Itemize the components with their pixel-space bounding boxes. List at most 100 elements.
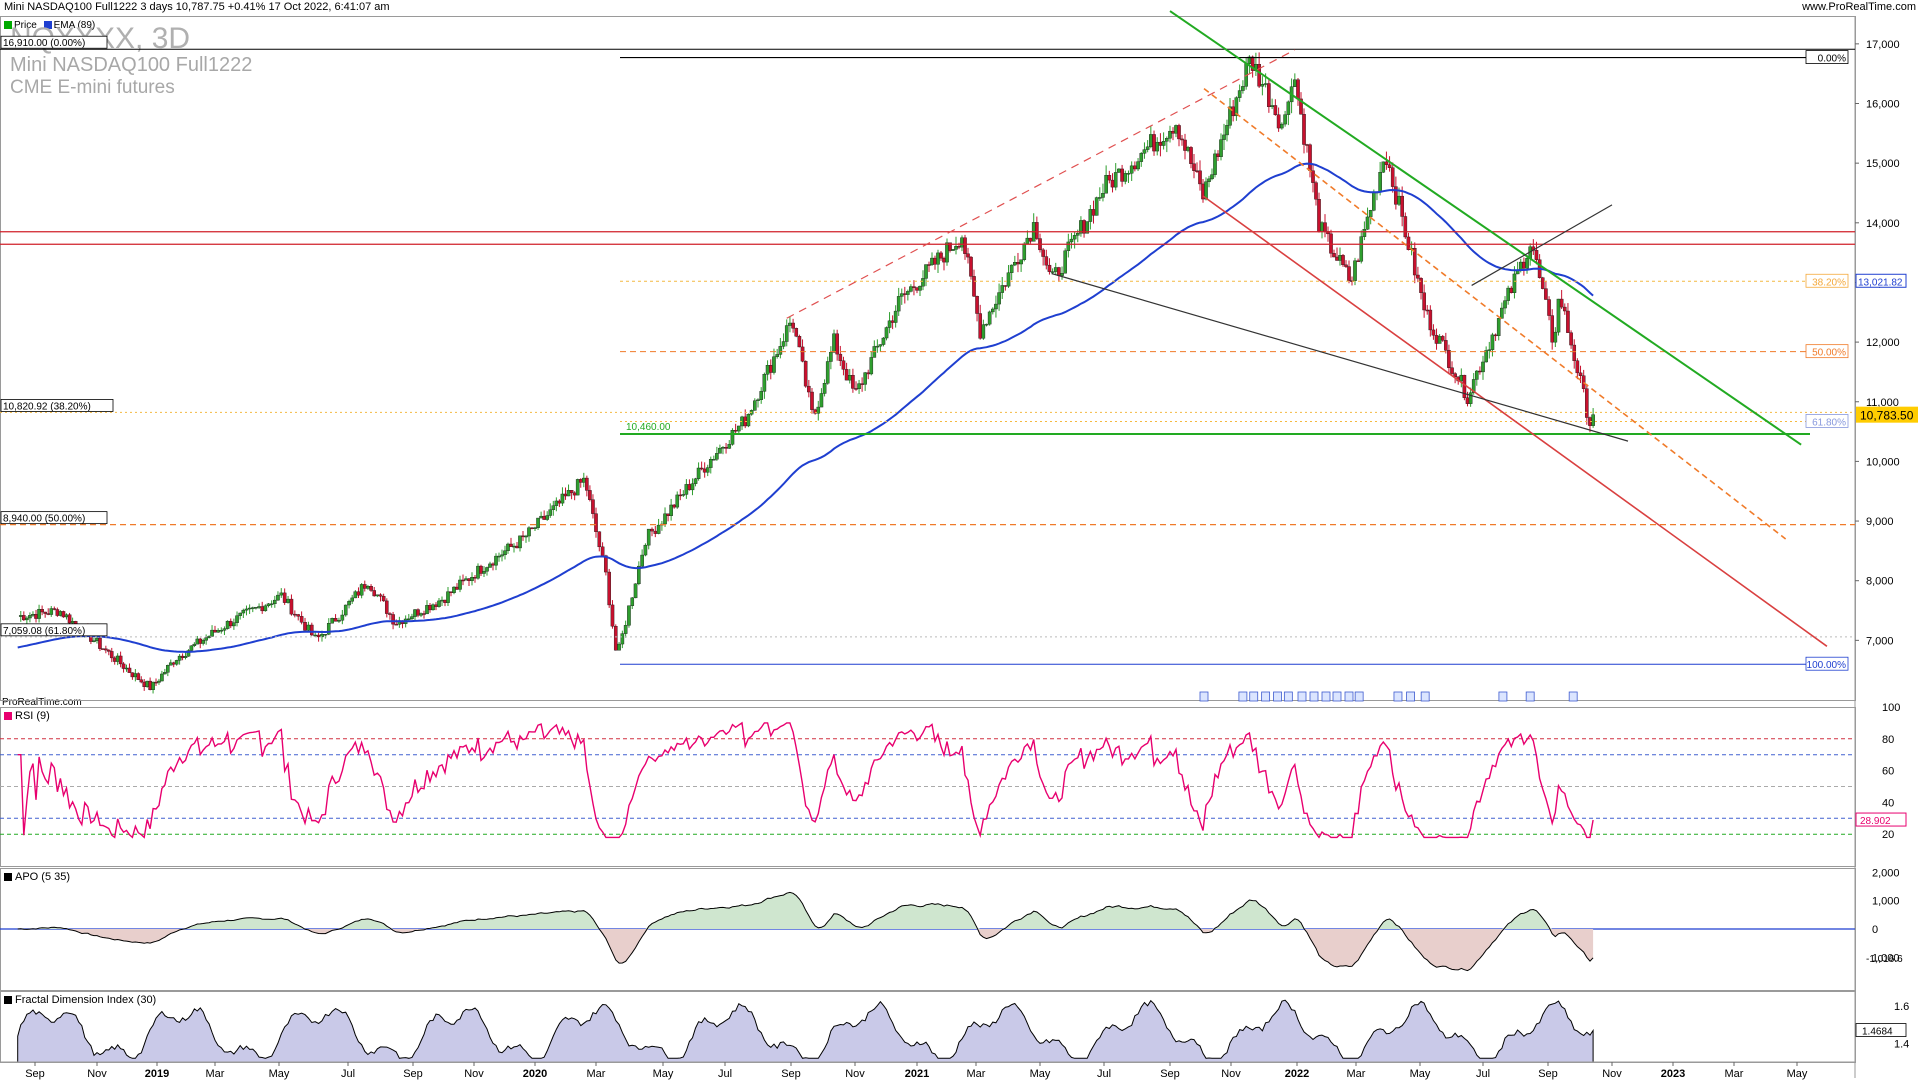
candle-down — [461, 579, 465, 582]
candle-up — [257, 606, 261, 608]
candle-down — [1522, 261, 1526, 269]
candle-down — [112, 657, 117, 662]
candle-up — [730, 429, 735, 445]
candle-up — [18, 615, 23, 617]
candle-up — [878, 344, 883, 347]
candle-down — [569, 490, 574, 494]
candle-down — [699, 467, 704, 470]
candle-up — [476, 565, 480, 579]
candle-up — [1213, 153, 1217, 175]
candle-up — [627, 605, 631, 626]
candle-down — [148, 680, 152, 690]
candle-up — [575, 479, 580, 496]
candle-down — [130, 672, 135, 678]
candle-up — [875, 345, 880, 348]
candle-up — [822, 383, 827, 394]
event-icon — [1321, 691, 1331, 702]
ema-line — [17, 162, 1594, 653]
candle-down — [1035, 222, 1039, 239]
rsi-tick-label: 80 — [1882, 734, 1894, 746]
candle-down — [121, 663, 126, 669]
candle-up — [1283, 114, 1287, 125]
candle-up — [869, 357, 874, 375]
candle-down — [963, 237, 967, 254]
candle-down — [1534, 250, 1539, 260]
x-tick-label: 2019 — [145, 1068, 169, 1080]
candle-down — [118, 655, 123, 665]
candle-down — [807, 385, 811, 393]
candle-up — [133, 673, 138, 678]
candle-down — [1302, 114, 1306, 145]
candle-down — [594, 513, 598, 532]
fdi-title: Fractal Dimension Index (30) — [4, 994, 156, 1006]
candle-up — [343, 604, 348, 616]
event-icon — [1393, 691, 1403, 702]
candle-down — [588, 490, 592, 500]
ema-swatch — [43, 21, 52, 30]
event-icon — [1498, 691, 1508, 702]
x-tick-label: Nov — [464, 1068, 484, 1080]
candle-down — [378, 594, 383, 597]
level-label-50: 8,940.00 (50.00%) — [3, 514, 85, 525]
candle-up — [781, 341, 786, 347]
candle-up — [1139, 153, 1144, 162]
support-label: 10,460.00 — [626, 422, 671, 433]
instrument-name: Mini NASDAQ100 Full1222 — [10, 54, 253, 76]
candle-down — [1158, 141, 1163, 146]
y-tick-label: 8,000 — [1866, 576, 1894, 588]
x-tick-label: May — [1030, 1068, 1051, 1080]
candle-down — [139, 679, 144, 683]
candle-up — [1241, 86, 1245, 91]
candle-up — [1053, 267, 1058, 272]
candle-up — [210, 629, 214, 637]
x-tick-label: 2020 — [523, 1068, 547, 1080]
black-rising-line — [1471, 204, 1613, 286]
candle-down — [969, 256, 973, 277]
candle-down — [797, 336, 802, 348]
candle-down — [303, 622, 307, 631]
candle-up — [219, 630, 224, 632]
candle-up — [646, 528, 651, 546]
fib-label: 0.00% — [1818, 54, 1846, 65]
candle-up — [727, 444, 732, 449]
candle-up — [708, 459, 713, 468]
price-legend: Price EMA (89) — [4, 20, 95, 31]
candle-down — [542, 515, 546, 520]
candle-down — [610, 604, 615, 627]
site-link[interactable]: www.ProRealTime.com — [1802, 1, 1916, 13]
candle-down — [104, 648, 108, 651]
candle-up — [151, 681, 155, 690]
candle-up — [1117, 168, 1121, 173]
fdi-tick-label: 1.6 — [1894, 1001, 1909, 1013]
candle-down — [966, 253, 970, 258]
candle-up — [440, 599, 444, 602]
candle-up — [1237, 90, 1242, 98]
candle-down — [1308, 144, 1312, 171]
candle-down — [1384, 161, 1389, 165]
candle-up — [954, 246, 958, 250]
candle-down — [810, 391, 814, 410]
candle-up — [582, 477, 586, 483]
candle-down — [650, 528, 654, 532]
candle-down — [46, 613, 51, 615]
candle-down — [915, 287, 919, 291]
candle-down — [434, 604, 438, 607]
candle-down — [1133, 165, 1137, 170]
candle-down — [733, 429, 738, 432]
candle-down — [791, 322, 795, 329]
candle-up — [1263, 83, 1268, 85]
candle-up — [375, 594, 380, 597]
candle-up — [340, 614, 345, 621]
candle-up — [832, 333, 836, 353]
candle-down — [381, 595, 386, 602]
candle-up — [1490, 334, 1495, 350]
candle-down — [1016, 262, 1020, 265]
candle-up — [482, 571, 486, 574]
candle-up — [669, 504, 673, 516]
candle-down — [666, 513, 670, 516]
rsi-line — [17, 721, 1594, 839]
upper-dashed-channel — [786, 49, 1296, 319]
candle-up — [896, 296, 901, 312]
candle-down — [653, 530, 658, 534]
